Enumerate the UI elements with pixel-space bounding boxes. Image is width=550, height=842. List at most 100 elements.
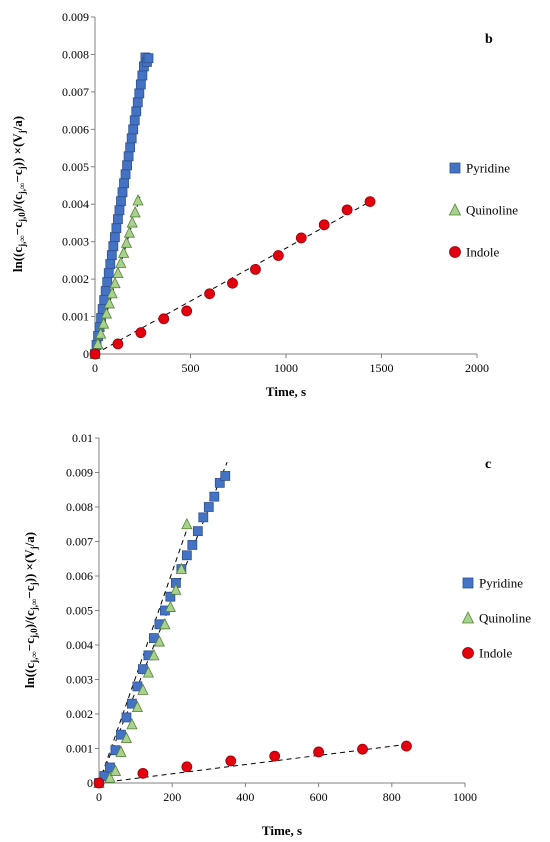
pyridine-point bbox=[137, 70, 148, 81]
y-tick-label: 0.002 bbox=[66, 707, 93, 721]
y-tick-label: 0.004 bbox=[62, 197, 89, 211]
quinoline-point bbox=[164, 600, 176, 612]
indole-point bbox=[89, 348, 101, 360]
indole-point bbox=[181, 305, 193, 317]
x-tick-label: 600 bbox=[310, 790, 328, 804]
quinoline-point bbox=[115, 745, 127, 757]
quinoline-point bbox=[112, 266, 124, 279]
y-tick-label: 0.005 bbox=[62, 160, 89, 174]
indole-point bbox=[112, 338, 124, 350]
x-tick-label: 1500 bbox=[370, 361, 394, 375]
pyridine-legend-label: Pyridine bbox=[466, 161, 510, 176]
y-tick-label: 0.003 bbox=[66, 673, 93, 687]
indole-point bbox=[318, 219, 330, 231]
pyridine-legend-marker bbox=[462, 577, 474, 589]
y-tick-label: 0.003 bbox=[62, 235, 89, 249]
indole-point bbox=[364, 196, 376, 208]
indole-point bbox=[250, 263, 261, 275]
quinoline-point bbox=[109, 764, 122, 776]
indole-point bbox=[204, 288, 216, 300]
y-tick-label: 0.009 bbox=[62, 10, 89, 24]
y-tick-label: 0.007 bbox=[66, 535, 93, 549]
quinoline-point bbox=[104, 771, 116, 783]
pyridine-point bbox=[203, 502, 214, 512]
quinoline-point bbox=[132, 194, 144, 206]
pyridine-point bbox=[129, 115, 140, 126]
pyridine-point bbox=[131, 106, 142, 117]
indole-point bbox=[269, 750, 281, 762]
x-tick-label: 800 bbox=[383, 790, 401, 804]
x-tick-label: 400 bbox=[236, 790, 254, 804]
indole-point bbox=[401, 740, 412, 752]
pyridine-point bbox=[114, 205, 125, 216]
indole-legend-label: Indole bbox=[466, 245, 499, 260]
pyridine-point bbox=[128, 124, 139, 135]
indole-point bbox=[225, 755, 237, 767]
quinoline-point bbox=[170, 583, 182, 595]
quinoline-point bbox=[181, 517, 193, 530]
x-tick-label: 500 bbox=[182, 361, 200, 375]
indole-point bbox=[341, 204, 353, 216]
indole-point bbox=[295, 232, 307, 244]
pyridine-point bbox=[198, 512, 209, 523]
indole-point bbox=[227, 277, 238, 289]
indole-point bbox=[313, 746, 325, 758]
x-axis-title: Time, s bbox=[266, 384, 306, 399]
indole-point bbox=[93, 777, 105, 789]
pyridine-point bbox=[135, 79, 146, 90]
pyridine-point bbox=[106, 250, 117, 261]
quinoline-point bbox=[126, 717, 138, 730]
quinoline-point bbox=[98, 317, 110, 329]
quinoline-point bbox=[120, 236, 133, 248]
y-tick-label: 0.001 bbox=[62, 310, 89, 324]
pyridine-point bbox=[105, 259, 116, 270]
y-tick-label: 0.002 bbox=[62, 272, 89, 286]
quinoline-point bbox=[115, 256, 127, 268]
y-tick-label: 0.005 bbox=[66, 604, 93, 618]
pyridine-point bbox=[117, 187, 128, 198]
pyridine-point bbox=[116, 196, 126, 207]
quinoline-point bbox=[129, 206, 141, 218]
pyridine-point bbox=[132, 97, 143, 108]
y-tick-label: 0.004 bbox=[66, 638, 93, 652]
chart-panel-b: b ln((cj,∞−cj,0)/(cj,∞−cj)) ×(Vj/a) Time… bbox=[10, 10, 518, 399]
pyridine-point bbox=[119, 178, 129, 189]
y-tick-label: 0.009 bbox=[66, 466, 93, 480]
pyridine-point bbox=[113, 214, 123, 225]
indole-point bbox=[272, 250, 284, 261]
x-axis-title: Time, s bbox=[262, 823, 302, 838]
quinoline-point bbox=[103, 297, 115, 309]
quinoline-point bbox=[106, 286, 118, 299]
x-tick-label: 2000 bbox=[465, 361, 489, 375]
indole-point bbox=[357, 743, 368, 755]
y-axis-title: ln((cj,∞−cj,0)/(cj,∞−cj)) ×(Vj/a) bbox=[22, 532, 39, 688]
quinoline-point bbox=[109, 276, 121, 289]
y-tick-label: 0.006 bbox=[62, 122, 89, 136]
quinoline-point bbox=[159, 617, 171, 630]
pyridine-point bbox=[187, 540, 198, 550]
pyridine-point bbox=[102, 277, 113, 288]
indole-point bbox=[181, 761, 193, 773]
indole-point bbox=[135, 327, 147, 339]
pyridine-point bbox=[181, 550, 192, 561]
x-tick-label: 1000 bbox=[274, 361, 298, 375]
quinoline-point bbox=[131, 700, 144, 712]
quinoline-point bbox=[126, 216, 138, 228]
pyridine-point bbox=[220, 471, 231, 481]
quinoline-point bbox=[153, 635, 165, 647]
y-tick-label: 0.006 bbox=[66, 569, 93, 583]
indole-legend-marker bbox=[462, 647, 474, 659]
chart-panel-c: c ln((cj,∞−cj,0)/(cj,∞−cj)) ×(Vj/a) Time… bbox=[22, 431, 531, 838]
quinoline-point bbox=[148, 648, 160, 661]
panel-label: b bbox=[485, 32, 493, 47]
x-tick-label: 1000 bbox=[453, 790, 477, 804]
pyridine-point bbox=[209, 491, 220, 502]
y-axis-title-text: ln((cj,∞−cj,0)/(cj,∞−cj)) ×(Vj/a) bbox=[22, 532, 39, 688]
y-tick-label: 0.008 bbox=[62, 47, 89, 61]
indole-legend-label: Indole bbox=[479, 646, 512, 661]
quinoline-legend-label: Quinoline bbox=[466, 203, 518, 218]
pyridine-point bbox=[125, 142, 136, 153]
pyridine-point bbox=[121, 712, 132, 723]
panel-label: c bbox=[485, 457, 491, 472]
